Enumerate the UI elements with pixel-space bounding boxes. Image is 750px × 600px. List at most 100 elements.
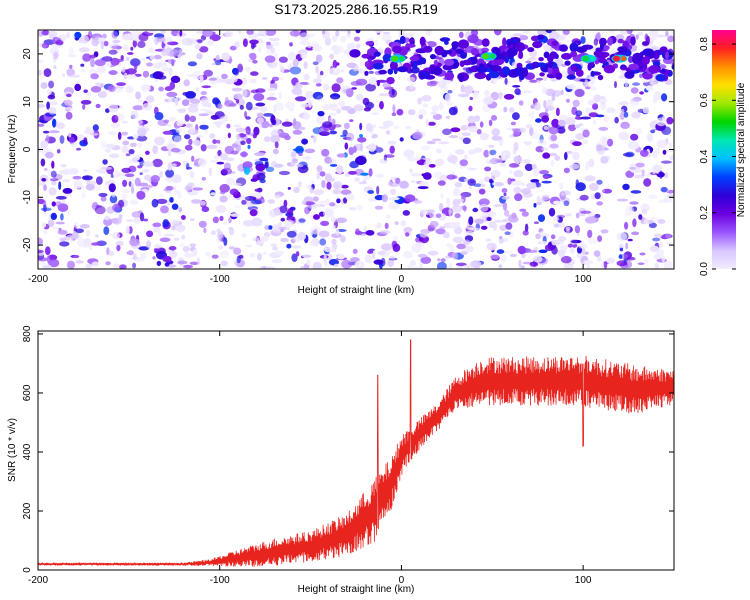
heatmap-cell xyxy=(256,117,264,124)
heatmap-cell xyxy=(620,108,625,113)
heatmap-cell xyxy=(57,229,68,235)
heatmap-cell xyxy=(597,258,603,262)
heatmap-cell xyxy=(565,150,573,154)
heatmap-cell xyxy=(121,188,131,194)
heatmap-cell xyxy=(461,132,471,137)
heatmap-cell xyxy=(498,91,503,100)
heatmap-cell xyxy=(139,212,145,222)
heatmap-cell xyxy=(510,121,516,126)
heatmap-cell xyxy=(426,209,435,213)
heatmap-cell xyxy=(223,237,228,246)
band-cell xyxy=(551,40,558,46)
heatmap-cell xyxy=(77,134,85,142)
heatmap-cell xyxy=(95,103,101,109)
heatmap-cell xyxy=(181,215,186,220)
heatmap-cell xyxy=(332,225,336,230)
heatmap-cell xyxy=(148,47,155,53)
band-cell xyxy=(652,61,661,67)
heatmap-cell xyxy=(657,219,666,224)
heatmap-cell xyxy=(245,244,253,248)
heatmap-cell xyxy=(243,166,251,175)
heatmap-cell xyxy=(232,67,239,75)
heatmap-cell xyxy=(359,142,363,152)
heatmap-cell xyxy=(299,126,306,131)
heatmap-cell xyxy=(340,184,349,189)
heatmap-cell xyxy=(572,99,580,108)
heatmap-cell xyxy=(166,91,178,98)
heatmap-cell xyxy=(38,249,44,254)
heatmap-cell xyxy=(464,154,468,161)
heatmap-cell xyxy=(190,218,195,222)
heatmap-cell xyxy=(355,30,361,34)
heatmap-cell xyxy=(97,91,108,98)
heatmap-cell xyxy=(189,261,200,265)
heatmap-cell xyxy=(159,194,164,198)
band-cell xyxy=(576,46,588,53)
heatmap-cell xyxy=(152,158,163,168)
heatmap-cell xyxy=(498,264,503,268)
heatmap-cell xyxy=(499,162,507,167)
heatmap-cell xyxy=(329,53,335,60)
heatmap-cell xyxy=(318,230,330,238)
heatmap-cell xyxy=(600,156,609,164)
heatmap-cell xyxy=(593,94,601,103)
heatmap-cell xyxy=(136,135,148,142)
heatmap-cell xyxy=(509,170,513,175)
heatmap-cell xyxy=(85,229,91,237)
heatmap-cell xyxy=(169,49,179,57)
heatmap-cell xyxy=(237,63,244,73)
heatmap-cell xyxy=(192,187,204,191)
heatmap-cell xyxy=(480,225,488,230)
heatmap-cell xyxy=(490,115,498,121)
heatmap-cell xyxy=(648,222,657,229)
heatmap-cell xyxy=(632,218,637,228)
band-cell xyxy=(423,46,433,53)
heatmap-cell xyxy=(55,39,64,46)
heatmap-cell xyxy=(82,169,88,173)
heatmap-cell xyxy=(505,222,513,230)
heatmap-cell xyxy=(160,30,166,35)
heatmap-cell xyxy=(164,188,170,192)
heatmap-cell xyxy=(558,235,567,242)
heatmap-cell xyxy=(386,214,391,219)
heatmap-cell xyxy=(496,159,503,163)
heatmap-cell xyxy=(346,62,358,69)
heatmap-cell xyxy=(513,155,523,164)
heatmap-cell xyxy=(407,264,413,269)
heatmap-cell xyxy=(177,108,186,114)
heatmap-cell xyxy=(570,239,582,244)
heatmap-cell xyxy=(431,105,440,112)
colorbar-tick-label: 0.6 xyxy=(699,93,710,107)
heatmap-cell xyxy=(532,255,543,263)
heatmap-cell xyxy=(40,82,48,89)
heatmap-cell xyxy=(52,226,60,230)
heatmap-cell xyxy=(437,80,447,89)
heatmap-cell xyxy=(142,161,154,168)
heatmap-cell xyxy=(533,221,540,224)
heatmap-cell xyxy=(574,225,581,234)
heatmap-cell xyxy=(178,207,182,213)
heatmap-cell xyxy=(584,175,596,182)
heatmap-cell xyxy=(277,77,285,81)
heatmap-cell xyxy=(536,34,545,40)
band-cell xyxy=(514,42,526,52)
heatmap-cell xyxy=(422,103,429,108)
heatmap-cell xyxy=(658,241,664,248)
heatmap-cell xyxy=(208,167,212,176)
heatmap-cell xyxy=(289,108,295,112)
heatmap-cell xyxy=(214,155,219,160)
heatmap-cell xyxy=(624,79,629,88)
heatmap-cell xyxy=(421,95,432,102)
heatmap-cell xyxy=(374,30,384,33)
heatmap-cell xyxy=(244,196,256,201)
heatmap-cell xyxy=(456,243,466,250)
heatmap-cell xyxy=(252,43,257,48)
heatmap-cell xyxy=(319,70,324,76)
heatmap-cell xyxy=(133,217,141,224)
heatmap-cell xyxy=(374,205,384,210)
heatmap-cell xyxy=(425,118,429,127)
heatmap-cell xyxy=(80,63,85,67)
heatmap-cell xyxy=(367,143,377,152)
heatmap-cell xyxy=(257,46,262,52)
heatmap-cell xyxy=(430,111,437,116)
